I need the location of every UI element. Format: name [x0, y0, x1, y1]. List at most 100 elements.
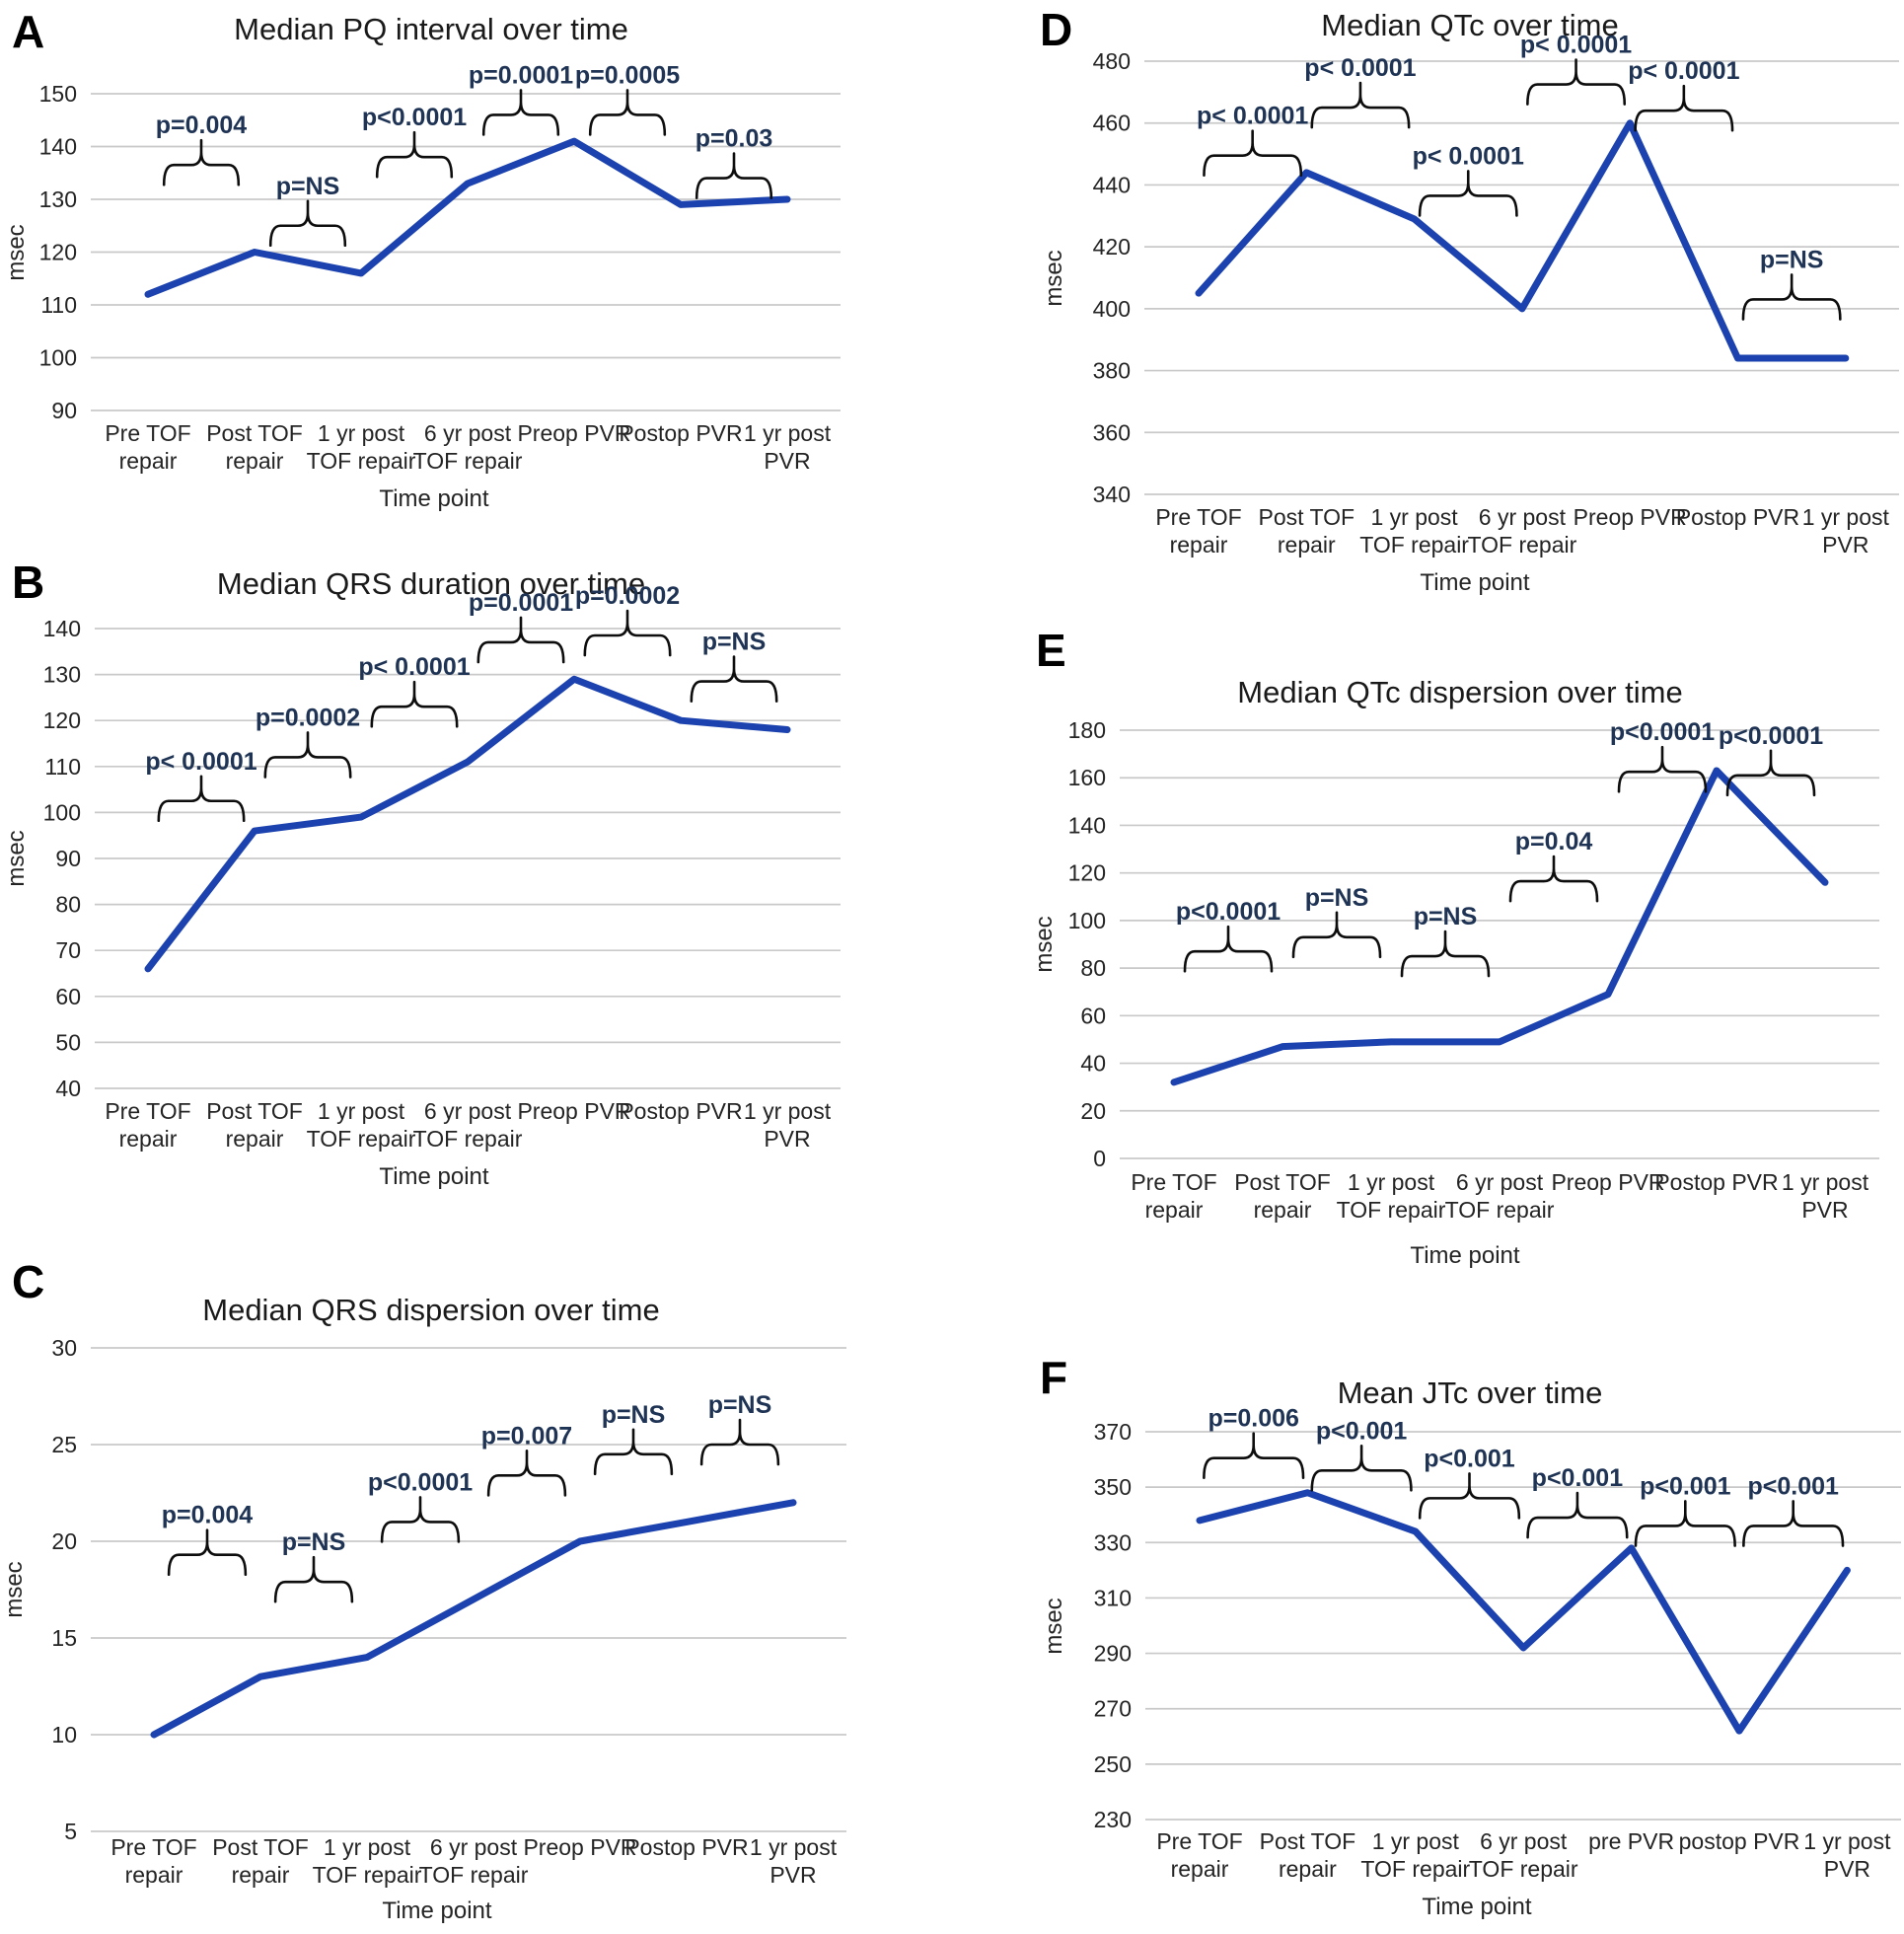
y-tick-label: 420	[1093, 234, 1131, 260]
x-category-label: Preop PVR	[517, 1098, 630, 1124]
significance-brace	[1508, 855, 1599, 903]
y-tick-label: 50	[55, 1029, 81, 1055]
p-value-label: p< 0.0001	[1628, 57, 1739, 85]
data-line-c	[150, 1499, 797, 1739]
significance-brace	[1725, 749, 1816, 797]
significance-brace	[268, 199, 347, 248]
panel-letter: C	[12, 1256, 44, 1307]
x-category-label: 1 yr post	[318, 420, 405, 446]
x-category-label: repair	[125, 1862, 183, 1888]
p-value-label: p=0.0005	[575, 61, 680, 89]
panel-b: 40 50 60 70 80 90 100 110 120 130 140 B Median QRS d…	[3, 557, 841, 1190]
x-category-label: Pre TOF	[110, 1834, 196, 1860]
x-category-label: TOF repair	[1445, 1197, 1555, 1223]
x-category-label: 1 yr post	[744, 1098, 832, 1124]
y-tick-label: 60	[1080, 1003, 1106, 1028]
significance-brace	[1203, 1432, 1305, 1479]
chart-title: Median QTc dispersion over time	[1237, 675, 1682, 709]
x-category-label: Pre TOF	[105, 420, 190, 446]
significance-brace	[1203, 129, 1303, 177]
x-category-label: Post TOF	[1260, 1828, 1356, 1854]
p-value-label: p=0.0002	[575, 582, 680, 610]
y-tick-label: 80	[55, 892, 81, 918]
p-value-label: p=0.0001	[469, 589, 573, 617]
data-line-b	[144, 675, 791, 973]
x-category-label: Post TOF	[212, 1834, 309, 1860]
y-tick-label: 350	[1094, 1474, 1132, 1500]
x-category-label: TOF repair	[1469, 1856, 1578, 1882]
y-tick-label: 15	[51, 1625, 77, 1651]
y-tick-label: 130	[43, 662, 81, 688]
y-axis-label: msec	[1041, 1598, 1067, 1654]
p-value-label: p<0.001	[1424, 1445, 1515, 1472]
x-category-label: 1 yr post	[1348, 1169, 1435, 1195]
x-category-label: 6 yr post	[430, 1834, 518, 1860]
x-category-label: PVR	[1822, 532, 1868, 558]
significance-brace	[1634, 84, 1734, 132]
y-tick-label: 360	[1093, 419, 1131, 445]
y-tick-label: 25	[51, 1432, 77, 1457]
panel-f: 230 250 270 290 310 330 350 370 F Mean JTc over t…	[1040, 1352, 1901, 1920]
x-category-label: pre PVR	[1588, 1828, 1674, 1854]
significance-brace	[273, 1555, 354, 1603]
x-category-label: Preop PVR	[1551, 1169, 1664, 1195]
data-line-a	[144, 137, 791, 298]
x-category-label: PVR	[764, 1126, 810, 1152]
x-category-label: PVR	[1824, 1856, 1870, 1882]
p-value-label: p=NS	[282, 1528, 346, 1556]
y-tick-label: 5	[64, 1819, 77, 1844]
y-tick-label: 40	[1080, 1051, 1106, 1077]
panel-letter: E	[1036, 625, 1066, 676]
y-tick-label: 340	[1093, 482, 1131, 507]
x-category-label: 6 yr post	[1456, 1169, 1544, 1195]
y-tick-label: 180	[1068, 717, 1106, 743]
y-tick-label: 140	[1068, 812, 1106, 838]
x-category-label: 6 yr post	[1480, 1828, 1568, 1854]
y-tick-label: 100	[43, 799, 81, 825]
y-tick-label: 90	[51, 398, 77, 423]
p-value-label: p< 0.0001	[1197, 103, 1308, 130]
y-tick-label: 70	[55, 937, 81, 963]
p-value-label: p< 0.0001	[1413, 142, 1524, 170]
p-value-label: p<0.0001	[1610, 718, 1715, 746]
p-value-label: p=0.0001	[469, 61, 573, 89]
y-tick-label: 120	[1068, 860, 1106, 886]
p-value-label: p< 0.0001	[145, 748, 256, 776]
x-category-label: TOF repair	[313, 1862, 422, 1888]
y-tick-label: 100	[1068, 908, 1106, 933]
x-category-label: Post TOF	[1234, 1169, 1331, 1195]
y-tick-label: 400	[1093, 296, 1131, 322]
significance-brace	[1418, 170, 1518, 217]
significance-brace	[263, 731, 352, 779]
x-category-label: TOF repair	[307, 448, 416, 474]
x-category-label: 1 yr post	[318, 1098, 405, 1124]
p-value-label: p< 0.0001	[1520, 32, 1632, 59]
x-category-label: PVR	[769, 1862, 816, 1888]
p-value-label: p=NS	[1760, 246, 1824, 273]
panel-e: 0 20 40 60 80 100 120 140 160 180 E Median QTc disp…	[1031, 625, 1879, 1269]
x-axis-label: Time point	[1420, 569, 1529, 596]
x-category-label: PVR	[1801, 1197, 1848, 1223]
y-tick-label: 100	[39, 345, 77, 371]
x-category-label: 1 yr post	[1802, 504, 1890, 530]
x-category-label: TOF repair	[419, 1862, 529, 1888]
significance-brace	[1310, 1445, 1413, 1492]
significance-brace	[157, 775, 246, 823]
y-tick-label: 160	[1068, 765, 1106, 790]
y-tick-label: 40	[55, 1076, 81, 1101]
p-value-label: p<0.001	[1532, 1464, 1624, 1492]
p-value-label: p< 0.0001	[1304, 54, 1416, 82]
p-value-label: p=NS	[708, 1391, 772, 1419]
p-value-label: p=NS	[1305, 884, 1369, 912]
y-tick-label: 230	[1094, 1807, 1132, 1832]
significance-brace	[1742, 1500, 1845, 1547]
x-category-label: repair	[1278, 532, 1336, 558]
y-axis-label: msec	[1031, 916, 1058, 972]
x-category-label: repair	[1279, 1856, 1337, 1882]
significance-brace	[1418, 1472, 1521, 1520]
p-value-label: p=NS	[702, 629, 767, 656]
x-category-label: repair	[1145, 1197, 1204, 1223]
chart-title: Mean JTc over time	[1338, 1376, 1603, 1410]
chart-title: Median QRS dispersion over time	[202, 1293, 659, 1327]
x-category-label: 1 yr post	[1372, 1828, 1460, 1854]
